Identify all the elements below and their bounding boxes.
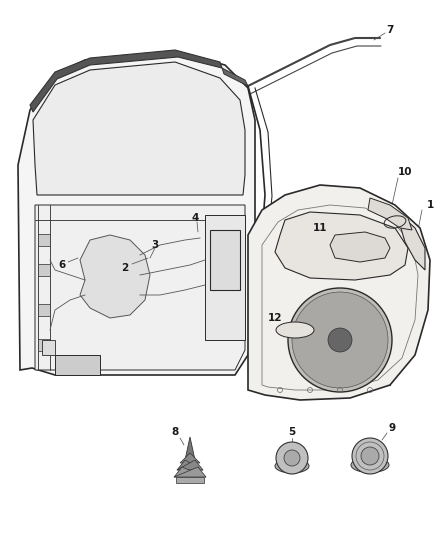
Text: 5: 5 — [288, 427, 296, 437]
Text: 10: 10 — [398, 167, 412, 177]
Polygon shape — [174, 467, 206, 477]
Polygon shape — [222, 68, 248, 86]
Ellipse shape — [351, 457, 389, 472]
Text: 8: 8 — [171, 427, 179, 437]
Text: 9: 9 — [389, 423, 396, 433]
Text: 11: 11 — [313, 223, 327, 233]
Circle shape — [276, 442, 308, 474]
Polygon shape — [33, 62, 245, 195]
Ellipse shape — [275, 459, 309, 473]
Polygon shape — [395, 210, 425, 270]
Ellipse shape — [276, 322, 314, 338]
Polygon shape — [205, 215, 245, 340]
Polygon shape — [174, 467, 206, 477]
Polygon shape — [185, 437, 195, 460]
Text: 7: 7 — [386, 25, 394, 35]
Polygon shape — [248, 185, 430, 400]
Polygon shape — [42, 340, 55, 355]
Polygon shape — [38, 304, 50, 316]
Polygon shape — [330, 232, 390, 262]
Text: 6: 6 — [58, 260, 66, 270]
Polygon shape — [180, 453, 200, 463]
Circle shape — [352, 438, 388, 474]
Polygon shape — [38, 339, 50, 351]
Text: 4: 4 — [191, 213, 199, 223]
Polygon shape — [368, 198, 412, 230]
Text: 1: 1 — [426, 200, 434, 210]
Polygon shape — [35, 205, 245, 370]
Text: 12: 12 — [268, 313, 282, 323]
Polygon shape — [210, 230, 240, 290]
Text: 2: 2 — [121, 263, 129, 273]
Polygon shape — [80, 235, 150, 318]
Polygon shape — [30, 50, 222, 112]
Polygon shape — [18, 52, 255, 375]
Polygon shape — [55, 355, 100, 375]
Polygon shape — [177, 460, 203, 470]
Circle shape — [284, 450, 300, 466]
Polygon shape — [38, 264, 50, 276]
Circle shape — [292, 292, 388, 388]
Polygon shape — [275, 212, 408, 280]
Circle shape — [288, 288, 392, 392]
Circle shape — [328, 328, 352, 352]
Polygon shape — [176, 477, 204, 483]
Text: 3: 3 — [152, 240, 159, 250]
Polygon shape — [38, 234, 50, 246]
Polygon shape — [177, 460, 203, 470]
Circle shape — [361, 447, 379, 465]
